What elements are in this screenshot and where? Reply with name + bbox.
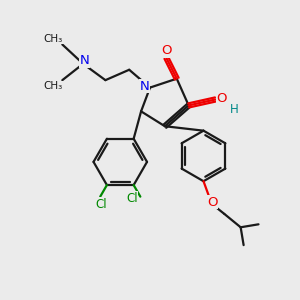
Text: N: N: [140, 80, 149, 93]
Text: H: H: [230, 103, 239, 116]
Text: CH₃: CH₃: [44, 34, 63, 44]
Text: CH₃: CH₃: [44, 81, 63, 91]
Text: N: N: [80, 54, 89, 67]
Text: O: O: [207, 196, 218, 208]
Text: O: O: [217, 92, 227, 105]
Text: Cl: Cl: [95, 198, 106, 211]
Text: O: O: [162, 44, 172, 57]
Text: Cl: Cl: [126, 192, 138, 205]
